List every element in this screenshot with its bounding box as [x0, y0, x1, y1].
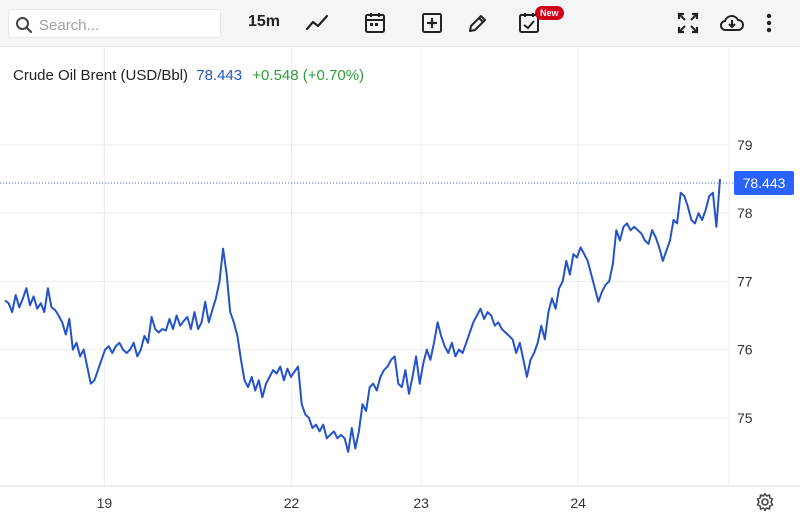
current-price: 78.443	[196, 67, 243, 84]
toolbar: 15m New	[0, 0, 800, 47]
fullscreen-button[interactable]	[676, 11, 700, 37]
search-icon	[16, 17, 33, 34]
x-tick-label: 19	[97, 495, 113, 511]
more-options-button[interactable]	[764, 11, 774, 37]
search-input[interactable]	[37, 13, 219, 37]
calendar-icon	[365, 13, 385, 33]
y-tick-label: 78	[737, 205, 753, 221]
download-button[interactable]	[719, 11, 745, 37]
more-options-icon	[766, 13, 772, 33]
x-tick-label: 23	[413, 495, 429, 511]
instrument-header: Crude Oil Brent (USD/Bbl) 78.443 +0.548 …	[13, 67, 364, 84]
interval-button[interactable]: 15m	[248, 13, 281, 30]
x-tick-label: 22	[284, 495, 300, 511]
y-tick-label: 76	[737, 342, 753, 358]
add-indicator-button[interactable]	[421, 11, 443, 37]
date-range-button[interactable]	[364, 11, 386, 37]
download-icon	[719, 15, 744, 31]
events-button[interactable]	[518, 11, 540, 37]
x-tick-label: 24	[570, 495, 586, 511]
last-price-tag: 78.443	[734, 170, 794, 195]
price-series-line	[4, 179, 721, 453]
search-box[interactable]	[8, 9, 221, 38]
price-change: +0.548 (+0.70%)	[252, 67, 365, 84]
y-tick-label: 75	[737, 410, 753, 426]
add-indicator-icon	[422, 13, 442, 33]
y-tick-label: 79	[737, 137, 753, 153]
draw-pencil-icon	[469, 15, 486, 32]
chart-type-button[interactable]	[305, 11, 329, 37]
settings-gear-icon	[756, 492, 774, 512]
fullscreen-icon	[677, 12, 699, 34]
new-badge: New	[535, 6, 564, 20]
settings-button[interactable]	[755, 492, 775, 517]
draw-button[interactable]	[466, 11, 488, 37]
line-chart-icon	[305, 14, 329, 31]
instrument-name: Crude Oil Brent (USD/Bbl)	[13, 67, 189, 84]
events-calendar-icon	[519, 13, 539, 33]
y-tick-label: 77	[737, 273, 753, 289]
